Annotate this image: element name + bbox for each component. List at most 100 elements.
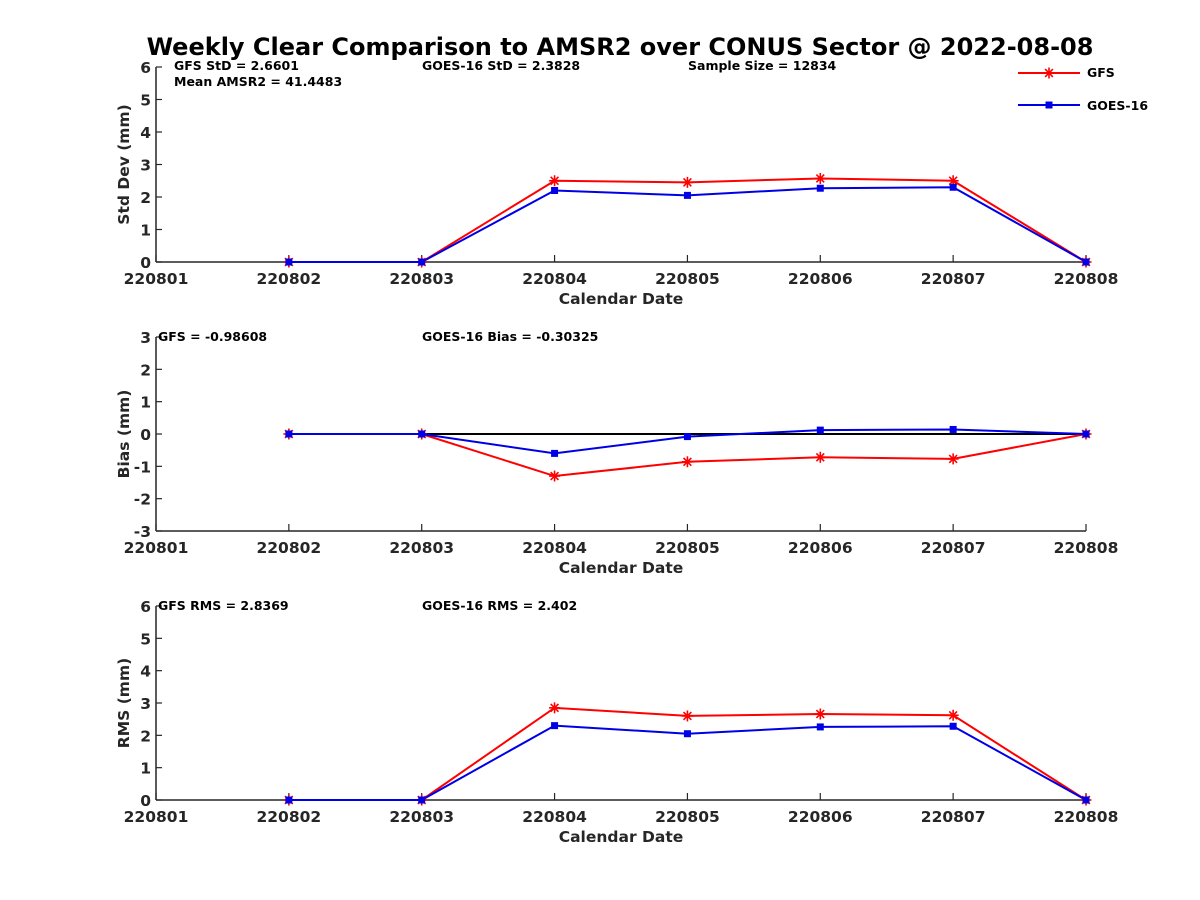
- x-axis-label: Calendar Date: [559, 828, 684, 846]
- data-point-goes16: [949, 425, 957, 433]
- x-tick-label: 220807: [921, 808, 986, 826]
- x-tick-label: 220805: [655, 539, 720, 557]
- data-point-gfs: [681, 456, 693, 468]
- data-point-goes16: [285, 258, 293, 266]
- data-point-gfs: [814, 172, 826, 184]
- series-gfs: [283, 172, 1092, 268]
- data-point-goes16: [418, 796, 426, 804]
- stat-annotation: GOES-16 RMS = 2.402: [422, 598, 577, 613]
- stat-annotation: GOES-16 Bias = -0.30325: [422, 329, 598, 344]
- y-tick-label: 0: [140, 254, 151, 272]
- x-tick-label: 220802: [256, 539, 321, 557]
- y-tick-label: 6: [140, 59, 151, 77]
- stat-annotation: Mean AMSR2 = 41.4483: [174, 74, 342, 89]
- x-tick-label: 220808: [1054, 808, 1119, 826]
- x-tick-label: 220803: [389, 270, 454, 288]
- data-point-gfs: [814, 451, 826, 463]
- data-point-gfs: [947, 453, 959, 465]
- data-point-goes16: [418, 430, 426, 438]
- data-point-goes16: [1082, 430, 1090, 438]
- x-tick-label: 220801: [124, 539, 189, 557]
- x-tick-label: 220802: [256, 270, 321, 288]
- stat-annotation: Sample Size = 12834: [688, 58, 837, 73]
- data-point-goes16: [551, 187, 559, 194]
- data-point-goes16: [285, 430, 293, 438]
- data-point-goes16: [683, 730, 691, 738]
- panel-1: 0 1 2 3 4 5 6 220801 220802 220803 220804 220805 220…: [115, 58, 1118, 308]
- y-tick-label: 5: [140, 630, 151, 648]
- stat-annotation: GFS StD = 2.6601: [174, 58, 299, 73]
- y-tick-label: 4: [140, 663, 151, 681]
- data-point-goes16: [285, 796, 293, 804]
- y-tick-label: 5: [140, 92, 151, 110]
- x-tick-label: 220804: [522, 539, 587, 557]
- x-axis-label: Calendar Date: [559, 559, 684, 577]
- y-axis-label: Bias (mm): [115, 390, 133, 479]
- x-tick-label: 220801: [124, 808, 189, 826]
- x-tick-label: 220801: [124, 270, 189, 288]
- data-point-goes16: [551, 722, 559, 730]
- x-tick-label: 220805: [655, 808, 720, 826]
- x-tick-label: 220805: [655, 270, 720, 288]
- legend-label-gfs: GFS: [1087, 65, 1115, 80]
- legend: GFS GOES-16: [1018, 65, 1148, 113]
- x-tick-label: 220808: [1054, 539, 1119, 557]
- data-point-goes16: [1082, 796, 1090, 804]
- y-tick-label: -2: [134, 491, 151, 509]
- y-tick-label: 6: [140, 598, 151, 616]
- series-line-gfs: [288, 433, 1087, 478]
- legend-square-icon: [1045, 101, 1053, 109]
- panel-3: 0 1 2 3 4 5 6 220801 220802 220803 220804 220805 220…: [115, 598, 1118, 846]
- series-line-gfs: [288, 177, 1087, 263]
- series-goes16: [285, 183, 1090, 266]
- x-axis-label: Calendar Date: [559, 290, 684, 308]
- data-point-gfs: [549, 702, 561, 714]
- stat-annotation: GFS RMS = 2.8369: [158, 598, 289, 613]
- data-point-goes16: [816, 723, 824, 731]
- data-point-goes16: [683, 191, 691, 199]
- y-tick-label: 3: [140, 695, 151, 713]
- data-point-goes16: [816, 184, 824, 192]
- data-point-gfs: [681, 710, 693, 722]
- legend-marker-gfs: [1043, 67, 1055, 79]
- y-tick-label: 0: [140, 792, 151, 810]
- x-tick-label: 220802: [256, 808, 321, 826]
- y-tick-label: 1: [140, 394, 151, 412]
- y-tick-label: -3: [134, 523, 151, 541]
- legend-asterisk-icon: [1043, 67, 1055, 79]
- legend-label-goes16: GOES-16: [1087, 98, 1148, 113]
- data-point-goes16: [949, 722, 957, 730]
- y-tick-label: 1: [140, 222, 151, 240]
- y-axis-label: Std Dev (mm): [115, 104, 133, 224]
- y-axis-label: RMS (mm): [115, 658, 133, 748]
- y-tick-label: 3: [140, 329, 151, 347]
- legend-entry-gfs: GFS: [1018, 65, 1115, 80]
- data-point-gfs: [549, 470, 561, 482]
- y-tick-label: 0: [140, 426, 151, 444]
- series-line-gfs: [288, 706, 1087, 801]
- x-tick-label: 220803: [389, 539, 454, 557]
- series-goes16: [285, 425, 1090, 457]
- y-tick-label: 2: [140, 361, 151, 379]
- y-tick-label: -1: [134, 458, 151, 476]
- data-point-goes16: [1082, 258, 1090, 266]
- x-tick-label: 220806: [788, 270, 853, 288]
- y-tick-label: 2: [140, 727, 151, 745]
- data-point-goes16: [683, 433, 691, 441]
- x-tick-label: 220806: [788, 539, 853, 557]
- data-point-gfs: [681, 176, 693, 188]
- x-tick-label: 220807: [921, 539, 986, 557]
- x-tick-label: 220806: [788, 808, 853, 826]
- chart-title: Weekly Clear Comparison to AMSR2 over CO…: [147, 33, 1094, 61]
- data-point-gfs: [549, 175, 561, 187]
- y-tick-label: 3: [140, 157, 151, 175]
- y-tick-label: 1: [140, 760, 151, 778]
- series-goes16: [285, 722, 1090, 804]
- y-tick-label: 2: [140, 189, 151, 207]
- x-tick-label: 220804: [522, 808, 587, 826]
- data-point-goes16: [551, 449, 559, 457]
- series-gfs: [283, 702, 1092, 806]
- x-tick-label: 220804: [522, 270, 587, 288]
- x-tick-label: 220807: [921, 270, 986, 288]
- y-tick-label: 4: [140, 124, 151, 142]
